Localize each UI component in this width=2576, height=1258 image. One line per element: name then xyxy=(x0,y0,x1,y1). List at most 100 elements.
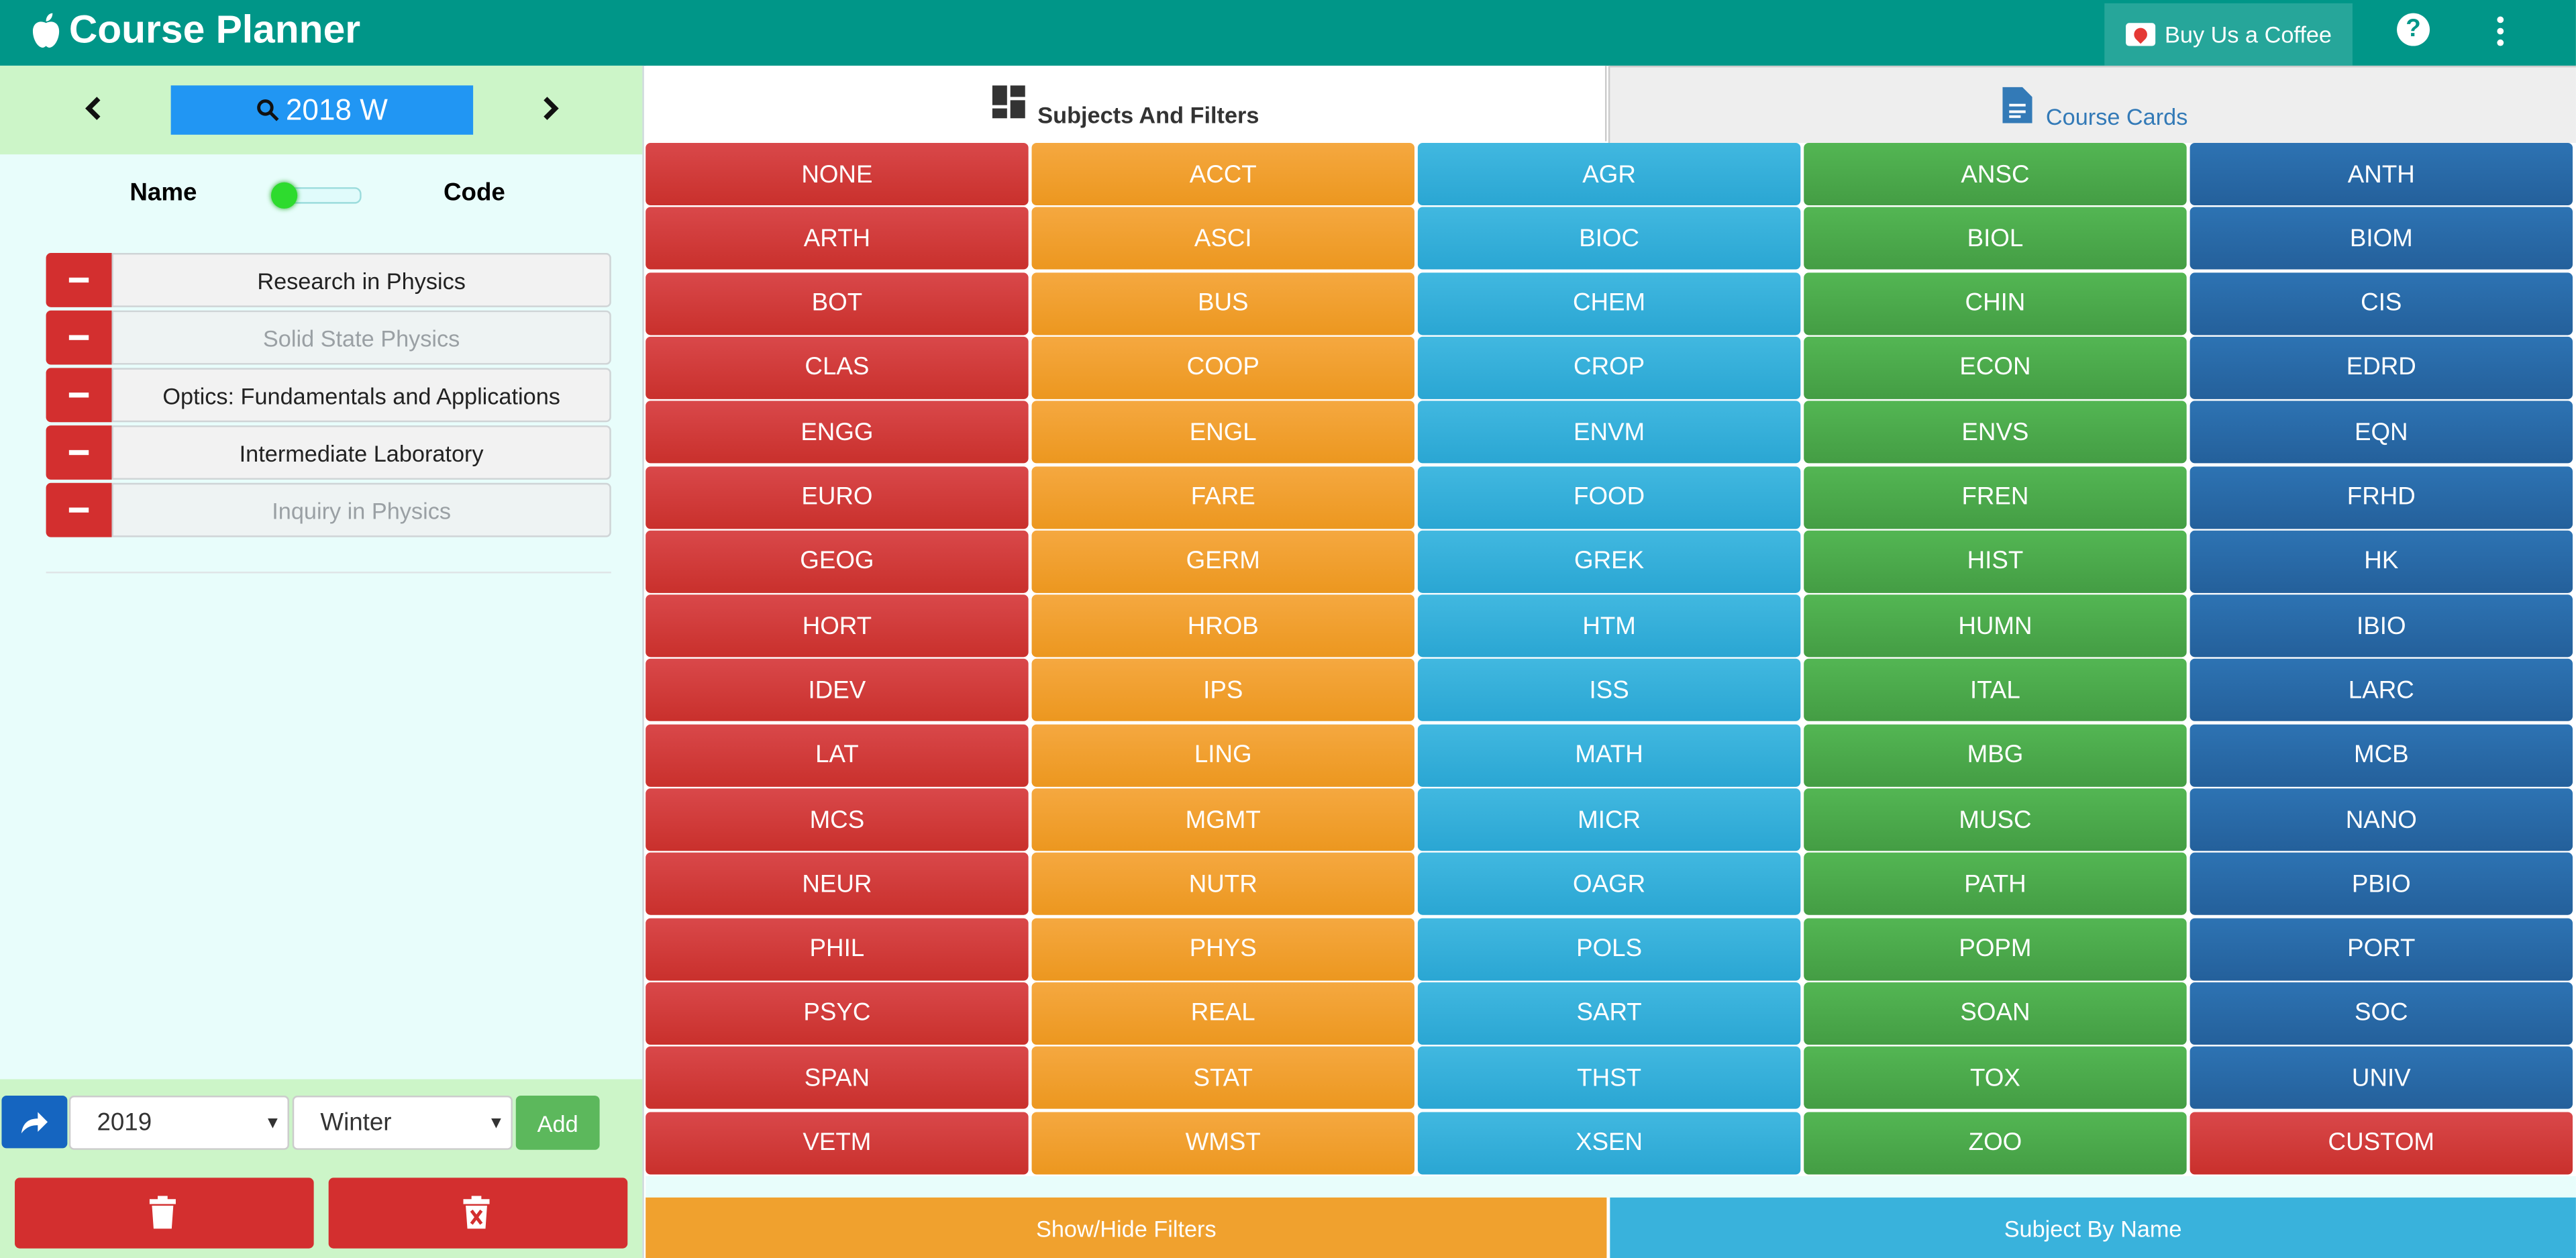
subject-button-bus[interactable]: BUS xyxy=(1031,272,1414,335)
subject-button-bioc[interactable]: BIOC xyxy=(1417,207,1801,270)
subject-button-idev[interactable]: IDEV xyxy=(646,659,1029,722)
subject-button-euro[interactable]: EURO xyxy=(646,466,1029,529)
subject-button-food[interactable]: FOOD xyxy=(1417,466,1801,529)
subject-button-asci[interactable]: ASCI xyxy=(1031,207,1414,270)
subject-button-fare[interactable]: FARE xyxy=(1031,466,1414,529)
subject-button-htm[interactable]: HTM xyxy=(1417,594,1801,658)
subject-button-bot[interactable]: BOT xyxy=(646,272,1029,335)
subject-button-psyc[interactable]: PSYC xyxy=(646,982,1029,1045)
subject-button-popm[interactable]: POPM xyxy=(1804,917,2187,980)
subject-button-engg[interactable]: ENGG xyxy=(646,401,1029,464)
subject-button-neur[interactable]: NEUR xyxy=(646,853,1029,916)
app-brand[interactable]: Course Planner xyxy=(30,8,360,54)
year-select[interactable]: 2019 xyxy=(68,1096,289,1150)
subject-button-grek[interactable]: GREK xyxy=(1417,530,1801,593)
subject-button-path[interactable]: PATH xyxy=(1804,853,2187,916)
subject-button-ips[interactable]: IPS xyxy=(1031,659,1414,722)
subject-button-stat[interactable]: STAT xyxy=(1031,1047,1414,1110)
subject-button-ital[interactable]: ITAL xyxy=(1804,659,2187,722)
subject-button-engl[interactable]: ENGL xyxy=(1031,401,1414,464)
subject-button-biom[interactable]: BIOM xyxy=(2189,207,2573,270)
subject-button-econ[interactable]: ECON xyxy=(1804,336,2187,399)
subject-button-phys[interactable]: PHYS xyxy=(1031,917,1414,980)
subject-button-larc[interactable]: LARC xyxy=(2189,659,2573,722)
subject-button-chin[interactable]: CHIN xyxy=(1804,272,2187,335)
subject-button-port[interactable]: PORT xyxy=(2189,917,2573,980)
subject-button-coop[interactable]: COOP xyxy=(1031,336,1414,399)
course-name[interactable]: Optics: Fundamentals and Applications xyxy=(111,368,611,423)
subject-button-musc[interactable]: MUSC xyxy=(1804,788,2187,851)
subject-by-name-button[interactable]: Subject By Name xyxy=(1610,1197,2576,1258)
subject-button-micr[interactable]: MICR xyxy=(1417,788,1801,851)
subject-button-soc[interactable]: SOC xyxy=(2189,982,2573,1045)
course-name[interactable]: Intermediate Laboratory xyxy=(111,425,611,480)
subject-button-iss[interactable]: ISS xyxy=(1417,659,1801,722)
prev-term-arrow-icon[interactable] xyxy=(77,92,110,125)
subject-button-envm[interactable]: ENVM xyxy=(1417,401,1801,464)
name-code-toggle[interactable] xyxy=(270,182,362,209)
subject-button-acct[interactable]: ACCT xyxy=(1031,143,1414,206)
subject-button-cis[interactable]: CIS xyxy=(2189,272,2573,335)
subject-button-hist[interactable]: HIST xyxy=(1804,530,2187,593)
show-hide-filters-button[interactable]: Show/Hide Filters xyxy=(646,1197,1607,1258)
subject-button-soan[interactable]: SOAN xyxy=(1804,982,2187,1045)
remove-course-button[interactable] xyxy=(46,425,112,480)
subject-button-ansc[interactable]: ANSC xyxy=(1804,143,2187,206)
subject-button-biol[interactable]: BIOL xyxy=(1804,207,2187,270)
tab-subjects-and-filters[interactable]: Subjects And Filters xyxy=(646,65,1607,142)
subject-button-agr[interactable]: AGR xyxy=(1417,143,1801,206)
subject-button-arth[interactable]: ARTH xyxy=(646,207,1029,270)
subject-button-crop[interactable]: CROP xyxy=(1417,336,1801,399)
toggle-knob[interactable] xyxy=(270,182,298,209)
subject-button-span[interactable]: SPAN xyxy=(646,1047,1029,1110)
subject-button-phil[interactable]: PHIL xyxy=(646,917,1029,980)
help-icon[interactable]: ? xyxy=(2397,13,2430,46)
subject-button-zoo[interactable]: ZOO xyxy=(1804,1111,2187,1174)
subject-button-fren[interactable]: FREN xyxy=(1804,466,2187,529)
subject-button-univ[interactable]: UNIV xyxy=(2189,1047,2573,1110)
tab-course-cards[interactable]: Course Cards xyxy=(1608,65,2576,144)
remove-course-button[interactable] xyxy=(46,482,112,537)
subject-button-mgmt[interactable]: MGMT xyxy=(1031,788,1414,851)
subject-button-hrob[interactable]: HROB xyxy=(1031,594,1414,658)
next-term-arrow-icon[interactable] xyxy=(534,92,567,125)
share-button[interactable] xyxy=(1,1096,68,1149)
subject-button-tox[interactable]: TOX xyxy=(1804,1047,2187,1110)
course-name[interactable]: Inquiry in Physics xyxy=(111,482,611,537)
subject-button-hort[interactable]: HORT xyxy=(646,594,1029,658)
remove-course-button[interactable] xyxy=(46,310,112,365)
subject-button-frhd[interactable]: FRHD xyxy=(2189,466,2573,529)
subject-button-clas[interactable]: CLAS xyxy=(646,336,1029,399)
subject-button-germ[interactable]: GERM xyxy=(1031,530,1414,593)
subject-button-real[interactable]: REAL xyxy=(1031,982,1414,1045)
remove-course-button[interactable] xyxy=(46,253,112,307)
course-name[interactable]: Research in Physics xyxy=(111,253,611,307)
subject-button-geog[interactable]: GEOG xyxy=(646,530,1029,593)
subject-button-anth[interactable]: ANTH xyxy=(2189,143,2573,206)
subject-button-eqn[interactable]: EQN xyxy=(2189,401,2573,464)
subject-button-mcs[interactable]: MCS xyxy=(646,788,1029,851)
subject-button-none[interactable]: NONE xyxy=(646,143,1029,206)
subject-button-nano[interactable]: NANO xyxy=(2189,788,2573,851)
subject-button-ling[interactable]: LING xyxy=(1031,723,1414,786)
subject-button-xsen[interactable]: XSEN xyxy=(1417,1111,1801,1174)
add-button[interactable]: Add xyxy=(515,1096,600,1150)
subject-button-ibio[interactable]: IBIO xyxy=(2189,594,2573,658)
remove-course-button[interactable] xyxy=(46,368,112,423)
subject-button-pols[interactable]: POLS xyxy=(1417,917,1801,980)
season-select[interactable]: Winter xyxy=(292,1096,513,1150)
subject-button-envs[interactable]: ENVS xyxy=(1804,401,2187,464)
clear-all-button[interactable] xyxy=(328,1177,628,1249)
subject-button-nutr[interactable]: NUTR xyxy=(1031,853,1414,916)
delete-button[interactable] xyxy=(15,1177,314,1249)
course-name[interactable]: Solid State Physics xyxy=(111,310,611,365)
subject-button-lat[interactable]: LAT xyxy=(646,723,1029,786)
subject-button-pbio[interactable]: PBIO xyxy=(2189,853,2573,916)
subject-button-vetm[interactable]: VETM xyxy=(646,1111,1029,1174)
subject-button-chem[interactable]: CHEM xyxy=(1417,272,1801,335)
subject-button-sart[interactable]: SART xyxy=(1417,982,1801,1045)
subject-button-humn[interactable]: HUMN xyxy=(1804,594,2187,658)
subject-button-custom[interactable]: CUSTOM xyxy=(2189,1111,2573,1174)
subject-button-thst[interactable]: THST xyxy=(1417,1047,1801,1110)
subject-button-edrd[interactable]: EDRD xyxy=(2189,336,2573,399)
